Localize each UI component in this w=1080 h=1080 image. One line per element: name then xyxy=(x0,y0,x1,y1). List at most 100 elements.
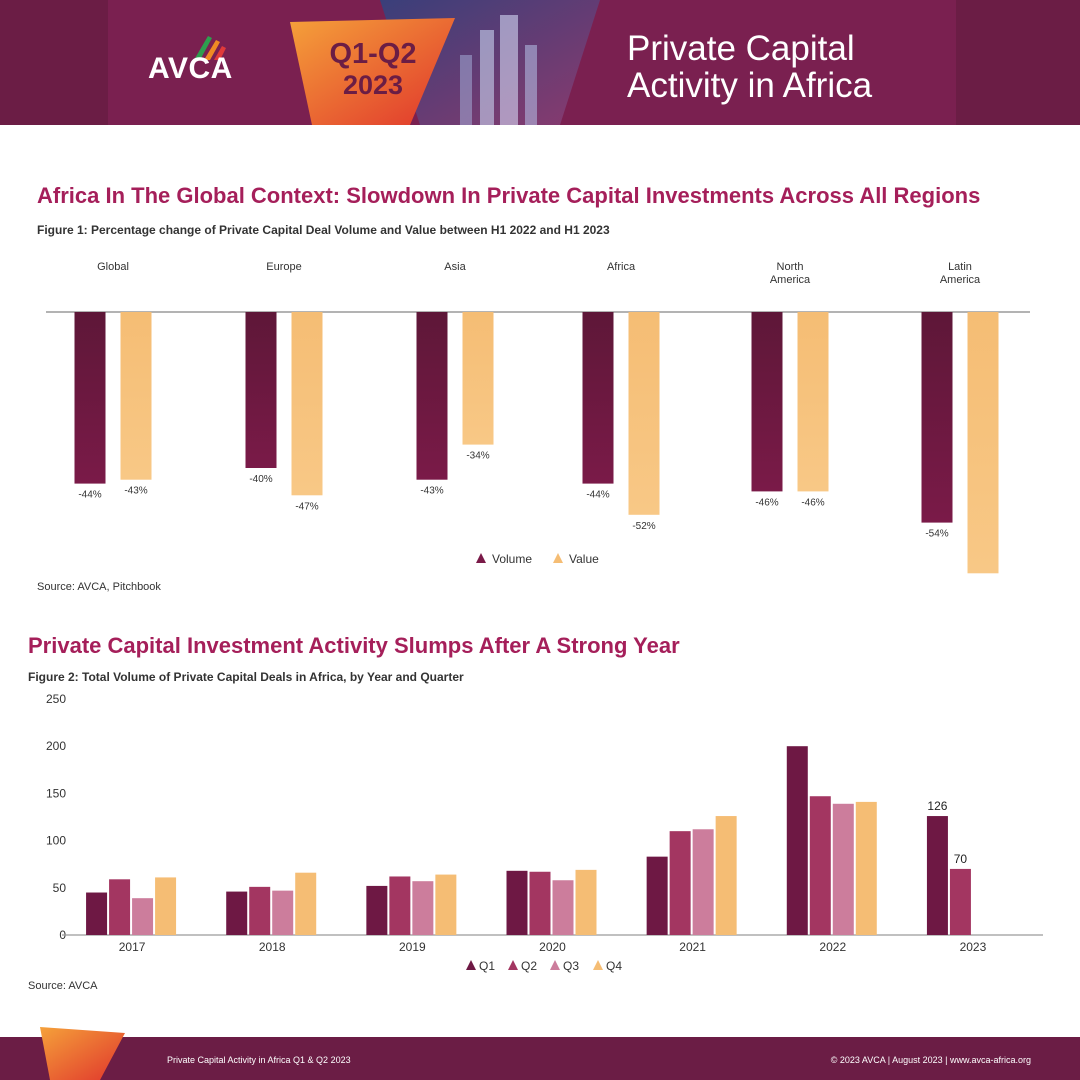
bar-q3 xyxy=(132,898,154,935)
legend-marker xyxy=(550,960,560,970)
bar-q2 xyxy=(389,876,411,935)
x-tick-label: 2019 xyxy=(399,940,426,954)
y-tick-label: 200 xyxy=(46,739,66,753)
footer-copyright: © 2023 AVCA | August 2023 | www.avca-afr… xyxy=(830,1055,1031,1065)
legend-label: Q4 xyxy=(606,959,622,973)
legend-marker xyxy=(466,960,476,970)
category-label: Asia xyxy=(444,261,466,273)
legend-marker xyxy=(508,960,518,970)
bar-value xyxy=(628,312,660,515)
legend-marker xyxy=(553,553,563,563)
bar-volume xyxy=(582,312,614,484)
bar-q1 xyxy=(646,856,668,935)
legend-marker xyxy=(593,960,603,970)
section2-title: Private Capital Investment Activity Slum… xyxy=(28,633,680,658)
bar-q4 xyxy=(715,816,737,935)
bar-q4 xyxy=(855,801,877,935)
figure1-chart: Global -44% -43% Europe -40% -47% Asia -43% -34%… xyxy=(46,261,1030,580)
legend-label: Q2 xyxy=(521,959,537,973)
bar-q2 xyxy=(809,796,831,935)
bar-q1 xyxy=(926,816,948,935)
bar-q3 xyxy=(692,829,714,935)
data-label: -44% xyxy=(586,490,609,501)
bar-value xyxy=(967,312,999,574)
avca-logo-mark xyxy=(194,36,226,60)
badge-year: 2023 xyxy=(342,70,404,100)
footer-report-name: Private Capital Activity in Africa Q1 & … xyxy=(167,1055,351,1065)
bar-q3 xyxy=(832,803,854,935)
bar-value xyxy=(797,312,829,492)
bar-q3 xyxy=(412,881,434,935)
bar-q3 xyxy=(272,890,294,935)
bar-q2 xyxy=(249,886,271,935)
bar-volume xyxy=(74,312,106,484)
bar-volume xyxy=(751,312,783,492)
bar-volume xyxy=(416,312,448,480)
data-label: -43% xyxy=(124,486,147,497)
bar-q3 xyxy=(552,880,574,935)
report-title: Private Capital Activity in Africa xyxy=(627,30,947,104)
bar-q1 xyxy=(366,885,388,935)
legend-marker xyxy=(476,553,486,563)
data-label: -46% xyxy=(801,497,824,508)
x-tick-label: 2023 xyxy=(960,940,987,954)
y-tick-label: 100 xyxy=(46,834,66,848)
report-title-line2: Activity in Africa xyxy=(627,66,873,105)
bar-value xyxy=(291,312,323,496)
data-label: -52% xyxy=(632,521,655,532)
bar-volume xyxy=(245,312,277,468)
y-tick-label: 50 xyxy=(53,881,67,895)
data-label: -67% xyxy=(971,579,994,580)
footer-accent-shape xyxy=(40,1027,125,1080)
category-label: North America xyxy=(770,261,811,286)
data-label: -34% xyxy=(466,451,489,462)
bar-q4 xyxy=(155,877,177,935)
figure2-source: Source: AVCA xyxy=(28,980,98,992)
figure2-caption: Figure 2: Total Volume of Private Capita… xyxy=(28,670,464,684)
bar-value xyxy=(462,312,494,445)
bar-q4 xyxy=(575,869,597,935)
category-label: Latin America xyxy=(940,261,981,286)
legend-label: Volume xyxy=(492,552,532,566)
category-label: Africa xyxy=(607,261,636,273)
legend-label: Q1 xyxy=(479,959,495,973)
bar-q4 xyxy=(295,872,317,935)
x-tick-label: 2017 xyxy=(119,940,146,954)
footer-bar xyxy=(0,1027,1080,1080)
x-tick-label: 2020 xyxy=(539,940,566,954)
avca-logo: AVCA xyxy=(148,52,233,85)
badge-period: Q1-Q2 xyxy=(329,38,417,70)
data-label: -46% xyxy=(755,497,778,508)
category-label: Europe xyxy=(266,261,301,273)
data-label: -47% xyxy=(295,501,318,512)
y-tick-label: 150 xyxy=(46,786,66,800)
bar-q2 xyxy=(669,831,691,935)
bar-q4 xyxy=(435,874,457,935)
legend-label: Q3 xyxy=(563,959,579,973)
data-label: -44% xyxy=(78,490,101,501)
report-title-line1: Private Capital xyxy=(627,29,855,68)
bar-q2 xyxy=(109,879,131,935)
data-label: 126 xyxy=(927,799,947,813)
bar-value xyxy=(120,312,152,480)
figure1-source: Source: AVCA, Pitchbook xyxy=(37,581,161,593)
data-label: 70 xyxy=(954,852,968,866)
bar-q1 xyxy=(506,870,528,935)
section1-title: Africa In The Global Context: Slowdown I… xyxy=(37,183,981,208)
bar-q2 xyxy=(529,871,551,935)
bar-volume xyxy=(921,312,953,523)
bar-q2 xyxy=(949,868,971,935)
data-label: -54% xyxy=(925,529,948,540)
bar-q1 xyxy=(786,746,808,935)
data-label: -40% xyxy=(249,474,272,485)
figure1-caption: Figure 1: Percentage change of Private C… xyxy=(37,223,610,237)
x-tick-label: 2018 xyxy=(259,940,286,954)
period-badge xyxy=(290,18,455,125)
bar-q1 xyxy=(226,891,248,935)
legend-label: Value xyxy=(569,552,599,566)
x-tick-label: 2022 xyxy=(819,940,846,954)
data-label: -43% xyxy=(420,486,443,497)
y-tick-label: 250 xyxy=(46,692,66,706)
x-tick-label: 2021 xyxy=(679,940,706,954)
